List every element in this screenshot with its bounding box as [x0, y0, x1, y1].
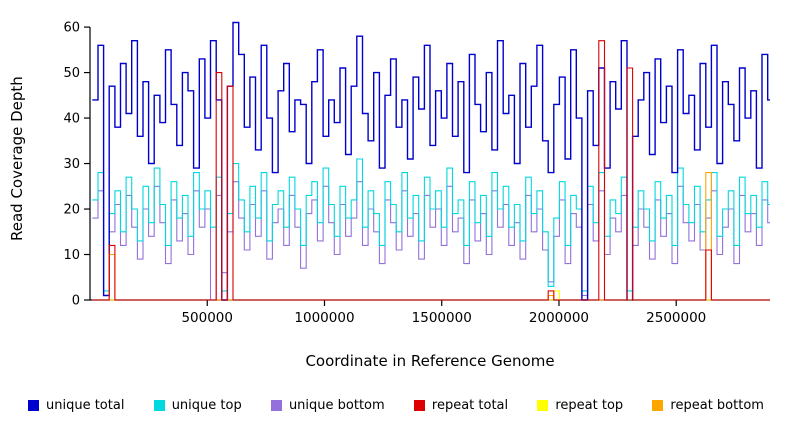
svg-text:50: 50: [63, 66, 80, 81]
svg-text:40: 40: [63, 112, 80, 127]
svg-text:0: 0: [72, 294, 80, 309]
legend-item-unique-top: unique top: [153, 398, 242, 413]
svg-text:1000000: 1000000: [294, 310, 354, 326]
legend-item-repeat-total: repeat total: [413, 398, 509, 413]
legend-label: unique bottom: [288, 398, 385, 413]
legend-label: unique total: [46, 398, 125, 413]
legend-label: repeat top: [555, 398, 624, 413]
legend-label: repeat bottom: [670, 398, 764, 413]
legend-item-repeat-bottom: repeat bottom: [652, 398, 764, 413]
legend-item-unique-total: unique total: [28, 398, 124, 413]
svg-text:60: 60: [63, 21, 80, 36]
svg-text:20: 20: [63, 203, 80, 218]
legend-label: unique top: [171, 398, 242, 413]
unique-top-swatch-icon: [153, 400, 165, 411]
svg-text:2500000: 2500000: [646, 310, 706, 326]
svg-text:500000: 500000: [181, 310, 233, 326]
svg-text:10: 10: [63, 248, 80, 263]
repeat-bottom-swatch-icon: [652, 400, 664, 411]
x-axis-label: Coordinate in Reference Genome: [305, 352, 555, 370]
legend-label: repeat total: [431, 398, 509, 413]
unique-total-swatch-icon: [28, 400, 39, 411]
legend: unique total unique top unique bottom re…: [0, 398, 792, 413]
coverage-plot: 0 10 20 30 40 50 60 500000 1000000 1500000 2000000…: [63, 21, 770, 326]
svg-text:2000000: 2000000: [529, 310, 589, 326]
legend-item-unique-bottom: unique bottom: [270, 398, 385, 413]
repeat-top-swatch-icon: [537, 400, 549, 411]
repeat-total-swatch-icon: [413, 400, 425, 411]
legend-item-repeat-top: repeat top: [537, 398, 623, 413]
svg-text:1500000: 1500000: [412, 310, 472, 326]
unique-bottom-swatch-icon: [270, 400, 282, 411]
svg-text:30: 30: [63, 157, 80, 172]
